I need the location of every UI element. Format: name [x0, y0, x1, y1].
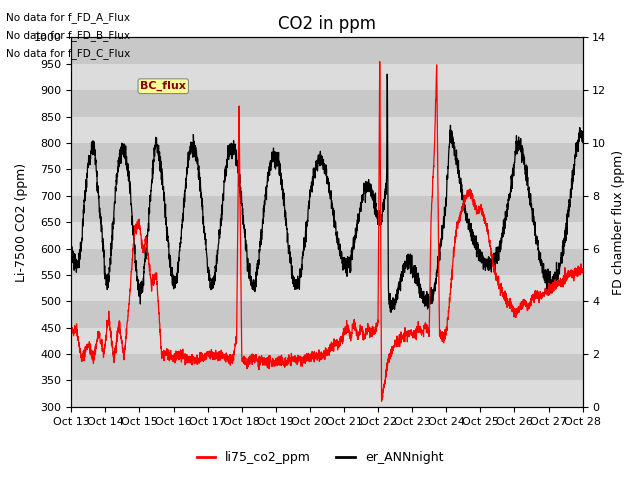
Bar: [71, 90, 582, 117]
Bar: [71, 275, 582, 301]
Bar: [71, 249, 582, 275]
Text: No data for f_FD_C_Flux: No data for f_FD_C_Flux: [6, 48, 131, 60]
Y-axis label: FD chamber flux (ppm): FD chamber flux (ppm): [612, 150, 625, 295]
Text: BC_flux: BC_flux: [140, 81, 186, 91]
Bar: [71, 328, 582, 354]
Bar: [71, 64, 582, 90]
Bar: [71, 143, 582, 169]
Bar: [71, 196, 582, 222]
Bar: [71, 381, 582, 407]
Bar: [71, 37, 582, 64]
Legend: li75_co2_ppm, er_ANNnight: li75_co2_ppm, er_ANNnight: [191, 446, 449, 469]
Text: No data for f_FD_B_Flux: No data for f_FD_B_Flux: [6, 30, 131, 41]
Bar: [71, 222, 582, 249]
Y-axis label: Li-7500 CO2 (ppm): Li-7500 CO2 (ppm): [15, 163, 28, 282]
Bar: [71, 354, 582, 381]
Title: CO2 in ppm: CO2 in ppm: [278, 15, 376, 33]
Text: No data for f_FD_A_Flux: No data for f_FD_A_Flux: [6, 12, 131, 23]
Bar: [71, 169, 582, 196]
Bar: [71, 117, 582, 143]
Bar: [71, 301, 582, 328]
